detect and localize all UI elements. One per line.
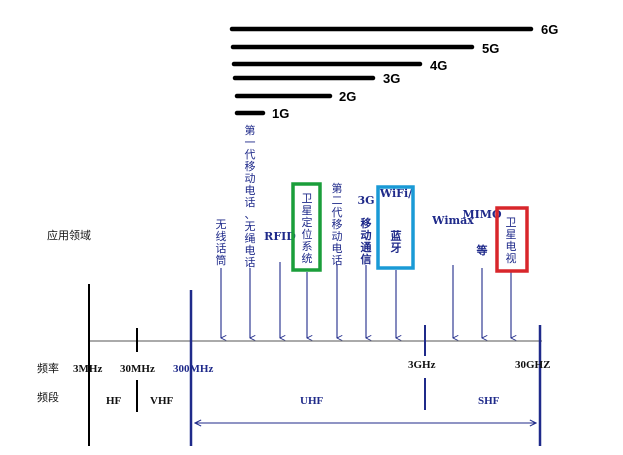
freq-3ghz: 3GHz <box>408 359 436 371</box>
gen-label-2g: 2G <box>339 89 356 104</box>
band-vhf: VHF <box>150 395 174 407</box>
freq-30ghz: 30GHZ <box>515 359 550 371</box>
app-label-3g: 3G 移动通信 <box>357 194 374 266</box>
gen-label-1g: 1G <box>272 106 289 121</box>
app-label-wifi: WiFi/蓝牙 <box>379 187 413 255</box>
band-row-label: 频段 <box>37 390 59 404</box>
band-hf: HF <box>106 395 122 407</box>
gen-label-4g: 4G <box>430 58 447 73</box>
app-label-2g-phone: 第二代移动电话 <box>332 181 343 267</box>
sat-tv-highlight-box <box>495 206 529 273</box>
frequency-axis <box>88 284 542 446</box>
app-label-gps: 卫星定位系统 <box>302 192 313 265</box>
application-row-label: 应用领域 <box>47 228 91 242</box>
freq-3mhz: 3MHz <box>73 363 102 375</box>
app-label-wireless-mic: 无线话筒 <box>216 218 227 267</box>
generation-bars: 1G 2G 3G 4G 5G 6G <box>229 22 558 121</box>
wifi-highlight-box <box>376 185 415 270</box>
freq-300mhz: 300MHz <box>173 363 213 375</box>
gps-highlight-box <box>291 182 322 272</box>
app-label-sat-tv: 卫星电视 <box>506 216 517 265</box>
gen-label-6g: 6G <box>541 22 558 37</box>
app-label-wimax: Wimax <box>431 214 474 227</box>
app-label-mimo: MIMO 等 <box>462 208 501 257</box>
gen-label-3g: 3G <box>383 71 400 86</box>
app-label-1g-phone: 第一代移动电话、无绳电话 <box>245 123 256 269</box>
freq-30mhz: 30MHz <box>120 363 155 375</box>
app-label-rfid: RFID <box>264 230 296 243</box>
frequency-row-label: 频率 <box>37 361 59 375</box>
application-labels: 无线话筒 第一代移动电话、无绳电话 RFID 卫星定位系统 第二代移动电话 3G 移动通信 W… <box>216 123 517 269</box>
application-arrows <box>221 262 511 338</box>
gen-label-5g: 5G <box>482 41 499 56</box>
band-uhf: UHF <box>300 395 324 407</box>
band-shf: SHF <box>478 395 500 407</box>
